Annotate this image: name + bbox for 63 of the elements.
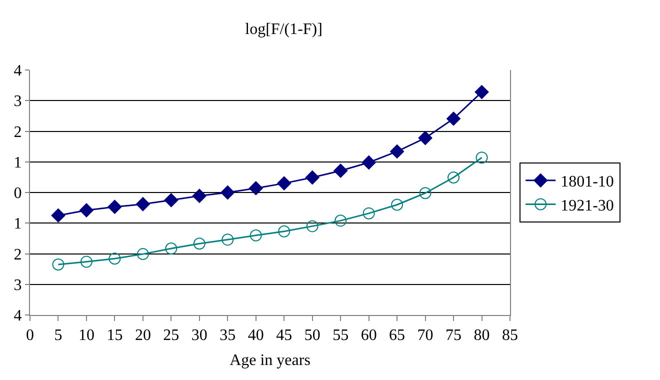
y-tick-label: 4	[14, 62, 22, 80]
x-tick-label: 15	[106, 327, 123, 344]
point	[334, 214, 347, 227]
x-axis-title: Age in years	[230, 352, 310, 369]
point	[362, 207, 375, 220]
point	[220, 186, 235, 200]
point	[192, 188, 206, 203]
legend-label: 1801-10	[560, 174, 614, 191]
point	[248, 181, 263, 196]
x-tick-label: 35	[220, 327, 236, 344]
point	[476, 152, 488, 164]
x-tick-label: 50	[304, 327, 320, 344]
point	[419, 187, 432, 200]
x-tick-label: 5	[54, 327, 62, 344]
point	[80, 256, 92, 268]
chart-title: log[F/(1-F)]	[245, 21, 322, 38]
x-tick-label: 25	[163, 327, 180, 344]
point	[136, 197, 150, 212]
point	[362, 155, 376, 170]
y-tick-label: 2	[14, 124, 22, 141]
legend-label: 1921-30	[560, 197, 614, 214]
point	[52, 258, 64, 270]
point	[278, 225, 290, 238]
y-tick-label: 1	[14, 154, 22, 172]
point	[446, 112, 461, 126]
point	[418, 130, 432, 145]
point	[136, 248, 149, 260]
point	[390, 144, 404, 158]
x-tick-label: 65	[389, 327, 406, 344]
x-tick-label: 55	[332, 327, 349, 344]
y-tick-label: 1	[14, 216, 22, 233]
x-tick-label: 60	[360, 327, 377, 344]
point	[193, 238, 206, 250]
x-tick-label: 75	[446, 327, 462, 344]
x-tick-label: 85	[502, 327, 518, 344]
point	[108, 252, 121, 265]
point	[474, 85, 489, 100]
point	[108, 200, 122, 214]
point	[165, 242, 178, 255]
x-tick-label: 70	[417, 327, 434, 344]
x-tick-label: 20	[134, 327, 151, 344]
y-tick-label: 0	[14, 185, 22, 202]
point	[79, 203, 94, 218]
y-tick-label: 3	[14, 276, 22, 294]
point	[306, 220, 318, 232]
x-tick-label: 80	[474, 327, 490, 344]
x-tick-label: 40	[248, 327, 264, 344]
y-tick-label: 4	[14, 308, 22, 325]
point	[164, 193, 178, 208]
point	[391, 198, 404, 211]
point	[51, 208, 66, 222]
point	[305, 170, 320, 184]
point	[222, 234, 234, 246]
x-tick-label: 45	[276, 327, 292, 344]
x-tick-label: 30	[191, 327, 208, 344]
x-tick-label: 0	[26, 327, 34, 344]
point	[277, 176, 292, 190]
x-tick-label: 10	[78, 327, 94, 344]
point	[250, 229, 262, 242]
point	[334, 164, 348, 178]
y-tick-label: 3	[14, 93, 22, 110]
y-tick-label: 2	[14, 246, 22, 264]
point	[448, 171, 460, 184]
